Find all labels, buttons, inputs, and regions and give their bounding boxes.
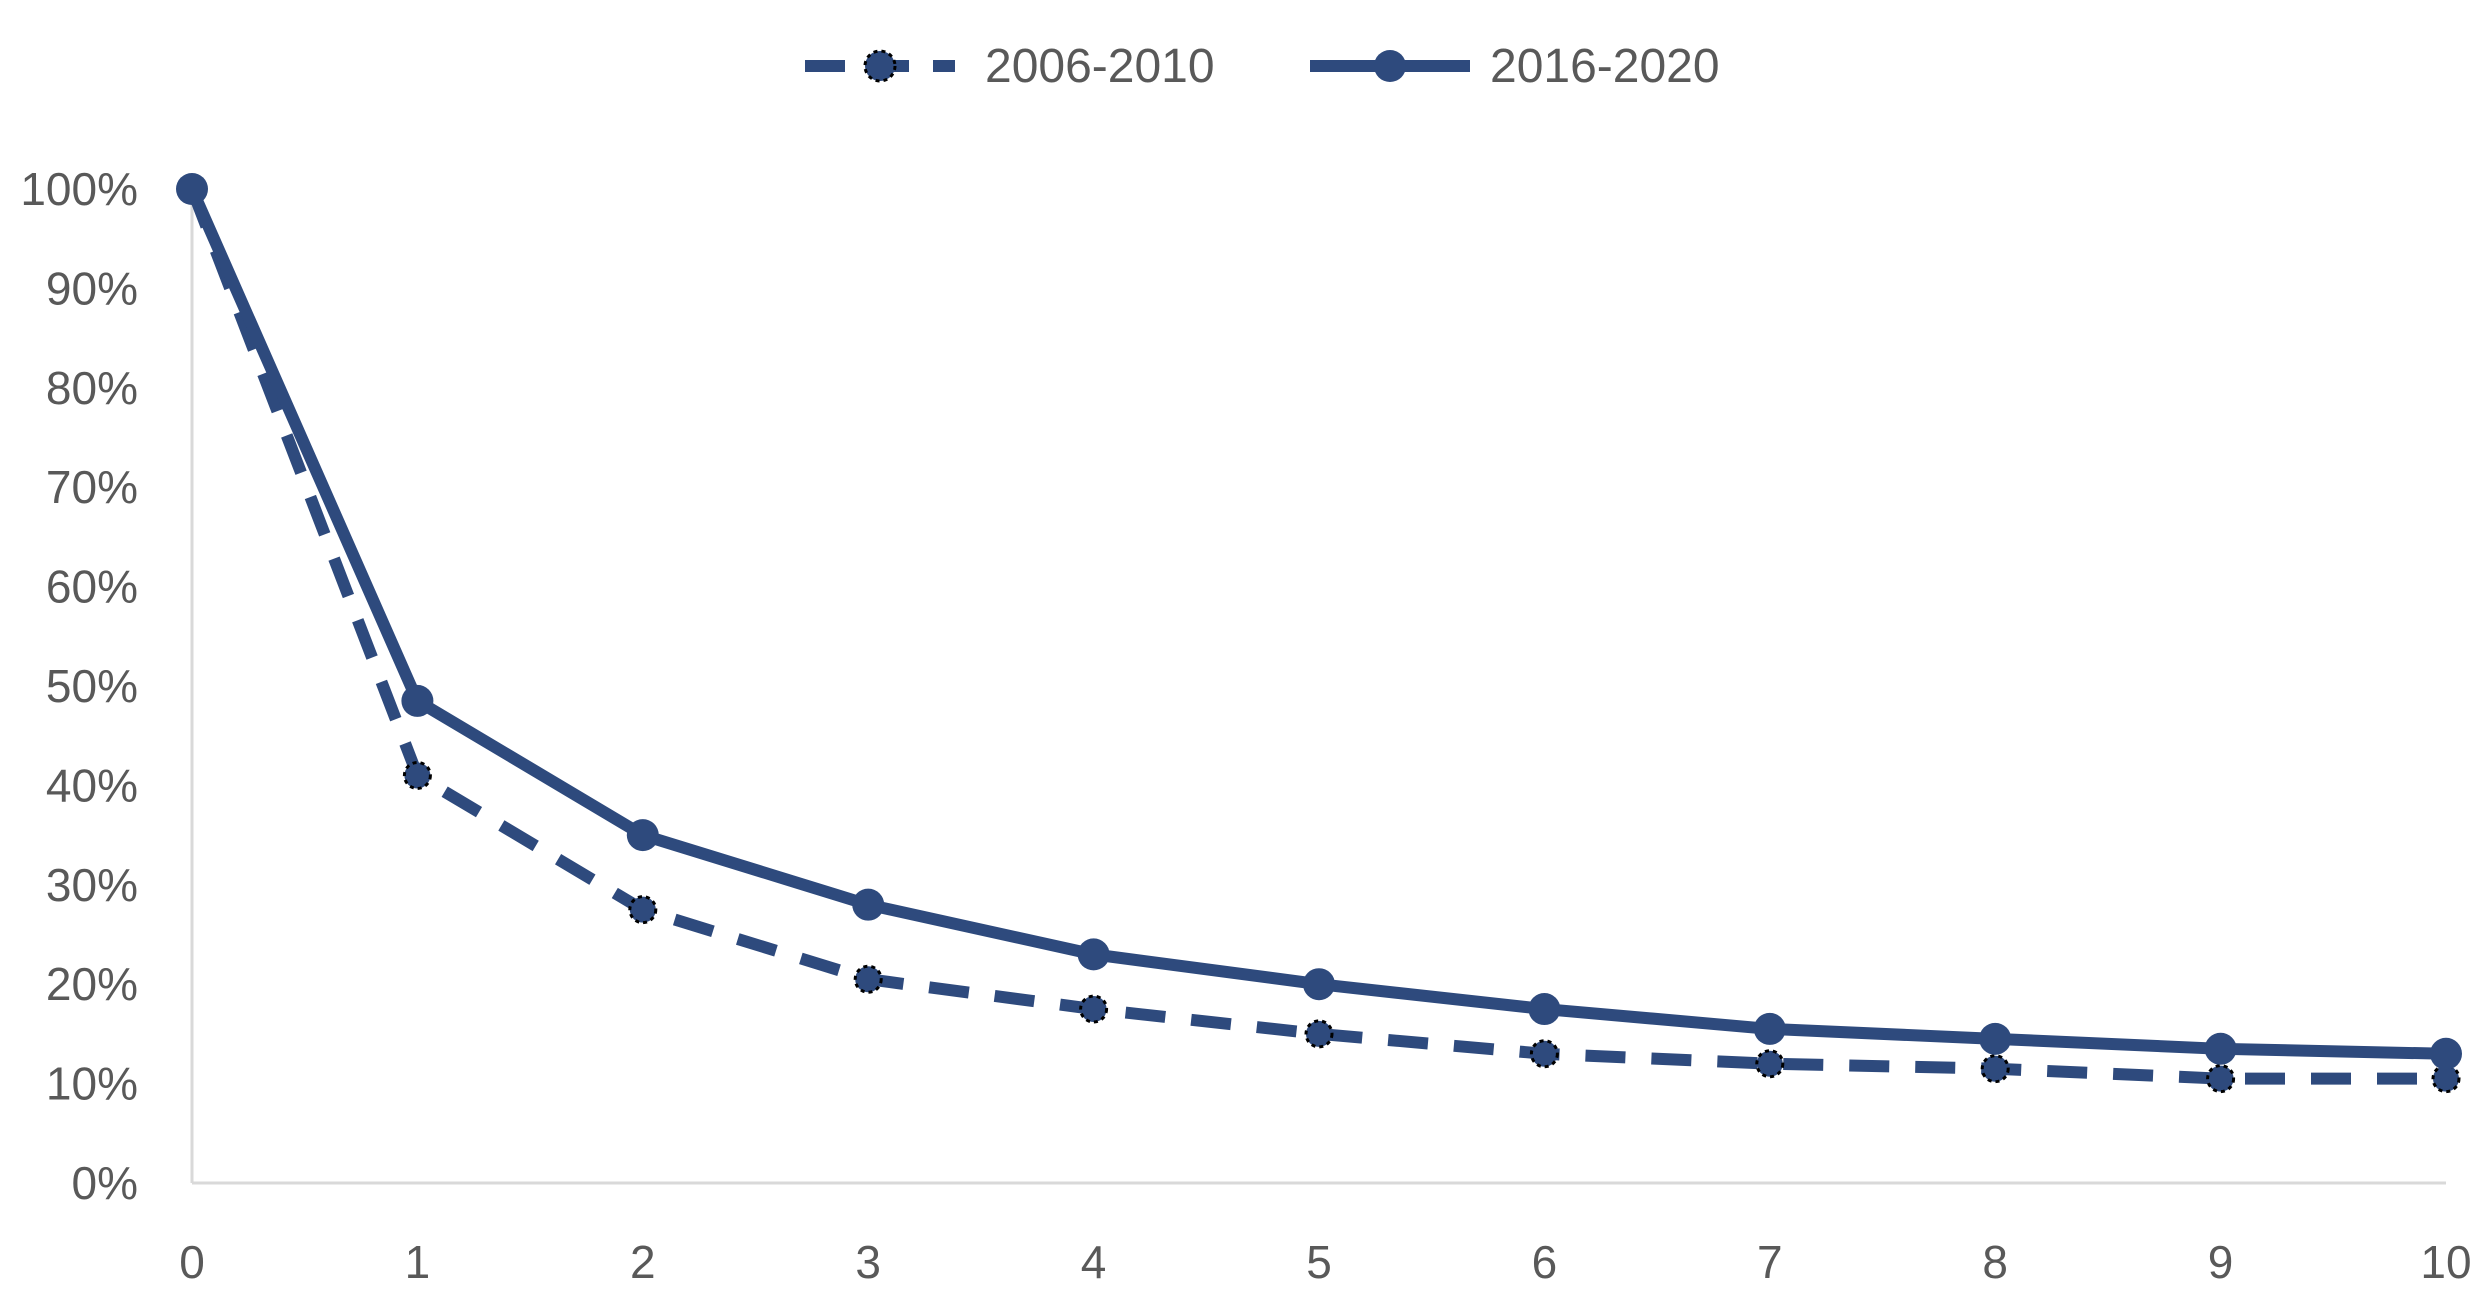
data-point-2006-2010 [402, 760, 432, 790]
legend-item-2006-2010: 2006-2010 [805, 40, 1215, 93]
data-point-2016-2020 [1077, 938, 1110, 971]
x-tick-label: 5 [1306, 1236, 1332, 1288]
data-point-2016-2020 [1303, 968, 1335, 1001]
series-layer [176, 173, 2462, 1094]
legend-label-2016-2020: 2016-2020 [1490, 40, 1720, 93]
x-tick-label: 1 [405, 1236, 431, 1288]
data-point-2016-2020 [401, 684, 434, 717]
y-axis-ticks: 0% 10% 20% 30% 40% 50% 60% 70% 80% 90% 100% [20, 163, 138, 1209]
y-tick-label: 50% [46, 660, 138, 712]
data-point-2016-2020 [1528, 993, 1561, 1026]
y-tick-label: 40% [46, 759, 138, 811]
legend-swatch-2016-2020-marker [1374, 50, 1406, 82]
y-tick-label: 70% [46, 461, 138, 513]
data-point-2006-2010 [1079, 994, 1109, 1024]
x-tick-label: 10 [2420, 1236, 2471, 1288]
data-point-2016-2020 [1753, 1012, 1786, 1045]
data-point-2016-2020 [852, 888, 885, 921]
x-tick-label: 4 [1081, 1236, 1107, 1288]
legend: 2006-2010 2016-2020 [805, 40, 1720, 93]
data-point-2016-2020 [1979, 1022, 2012, 1055]
data-point-2016-2020 [2430, 1037, 2462, 1070]
y-tick-label: 10% [46, 1058, 138, 1110]
series-2006-2010 [177, 174, 2461, 1094]
x-tick-label: 3 [855, 1236, 881, 1288]
legend-label-2006-2010: 2006-2010 [985, 40, 1215, 93]
y-tick-label: 20% [46, 958, 138, 1010]
x-tick-label: 2 [630, 1236, 656, 1288]
x-axis-ticks: 0 1 2 3 4 5 6 7 8 9 10 [179, 1236, 2471, 1288]
x-tick-label: 6 [1532, 1236, 1558, 1288]
x-tick-label: 8 [1982, 1236, 2008, 1288]
series-2016-2020 [176, 173, 2462, 1070]
x-tick-label: 0 [179, 1236, 205, 1288]
data-point-2006-2010 [1304, 1019, 1334, 1049]
data-point-2006-2010 [1755, 1049, 1785, 1079]
y-tick-label: 60% [46, 561, 138, 613]
data-point-2016-2020 [626, 819, 659, 852]
y-tick-label: 100% [20, 163, 138, 215]
y-tick-label: 30% [46, 859, 138, 911]
legend-swatch-2006-2010-marker [863, 49, 897, 83]
data-point-2006-2010 [1980, 1054, 2010, 1084]
y-tick-label: 80% [46, 362, 138, 414]
x-tick-label: 9 [2208, 1236, 2234, 1288]
data-point-2006-2010 [1529, 1039, 1559, 1069]
axes [190, 189, 2446, 1185]
data-point-2006-2010 [628, 895, 658, 925]
y-tick-label: 90% [46, 262, 138, 314]
data-point-2006-2010 [853, 964, 883, 994]
data-point-2016-2020 [2204, 1032, 2237, 1065]
x-tick-label: 7 [1757, 1236, 1783, 1288]
series-line-2006-2010 [186, 186, 2446, 1085]
data-point-2006-2010 [2431, 1064, 2461, 1094]
legend-item-2016-2020: 2016-2020 [1310, 40, 1720, 93]
series-line-2016-2020 [186, 186, 2447, 1060]
y-tick-label: 0% [72, 1157, 138, 1209]
data-point-2016-2020 [176, 173, 208, 205]
data-point-2006-2010 [2206, 1064, 2236, 1094]
